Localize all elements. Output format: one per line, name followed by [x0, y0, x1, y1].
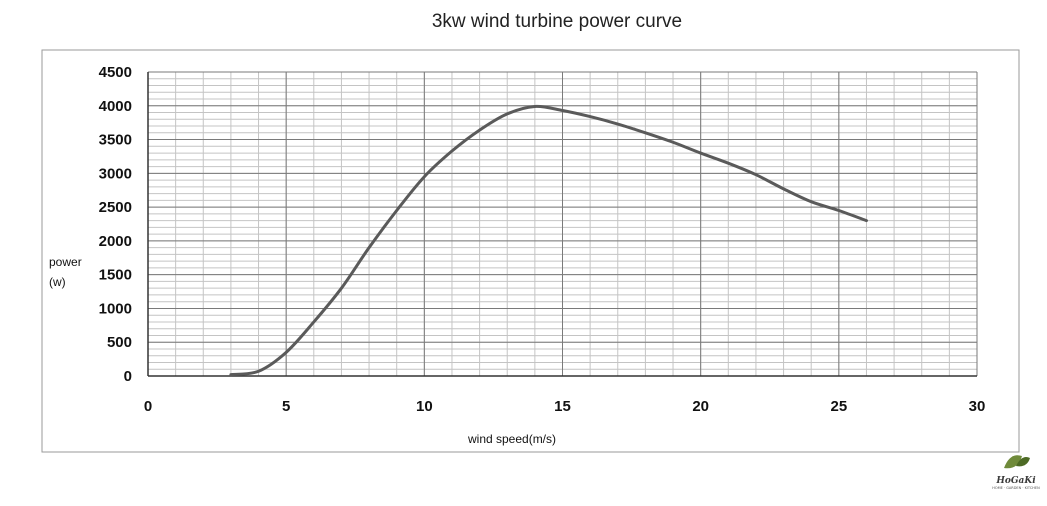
series-layer: [229, 104, 868, 377]
y-tick-label: 4000: [99, 98, 132, 115]
y-tick-label: 4500: [99, 64, 132, 81]
x-tick-label: 30: [969, 398, 986, 415]
data-point: [257, 370, 260, 373]
data-point: [285, 351, 287, 354]
data-point: [755, 173, 757, 176]
data-point: [838, 209, 840, 212]
x-tick-label: 10: [416, 398, 433, 415]
chart-title: 3kw wind turbine power curve: [432, 11, 682, 32]
chart-frame: [41, 49, 1020, 453]
logo-subtitle: HOME · GARDEN · KITCHEN: [992, 486, 1040, 490]
data-point: [727, 162, 730, 164]
data-point: [561, 109, 564, 112]
data-point: [616, 123, 619, 125]
y-tick-label: 3500: [99, 132, 132, 149]
y-axis-label-line1: power: [49, 255, 82, 269]
x-tick-label: 5: [282, 398, 290, 415]
axes: [147, 72, 977, 377]
y-tick-label: 2500: [99, 199, 132, 216]
y-tick-label: 500: [107, 334, 132, 351]
data-point: [865, 219, 868, 222]
x-tick-label: 20: [692, 398, 709, 415]
x-axis-label: wind speed(m/s): [467, 432, 556, 446]
data-point: [395, 209, 398, 212]
data-point: [506, 113, 509, 115]
grid: [147, 71, 978, 377]
data-point: [313, 321, 315, 323]
leaf-icon-2: [1016, 457, 1030, 467]
logo-text: HoGaKi: [995, 476, 1036, 486]
data-point: [340, 287, 343, 289]
data-point: [534, 105, 536, 108]
data-point: [589, 115, 591, 118]
data-point: [810, 200, 812, 203]
y-tick-label: 1500: [99, 267, 132, 284]
data-point: [451, 150, 453, 152]
data-point: [478, 129, 481, 131]
x-tick-label: 15: [554, 398, 571, 415]
y-tick-label: 1000: [99, 300, 132, 317]
data-point: [644, 132, 647, 134]
leaf-icon: [1004, 455, 1022, 469]
data-point: [699, 152, 702, 154]
hogaki-logo: HoGaKi HOME · GARDEN · KITCHEN: [992, 455, 1040, 490]
y-axis-label-line2: (w): [49, 275, 66, 289]
x-tick-label: 25: [830, 398, 847, 415]
y-tick-label: 2000: [99, 233, 132, 250]
data-point: [423, 175, 426, 178]
y-tick-label: 3000: [99, 165, 132, 182]
tick-labels: 0 5 10 15 20 25 30 0 500 1000 1500 2000 2500 3000 3500…: [99, 64, 986, 415]
data-point: [230, 373, 232, 376]
y-tick-label: 0: [124, 368, 132, 385]
series-line: [229, 104, 868, 377]
x-tick-label: 0: [144, 398, 152, 415]
data-point: [368, 246, 370, 249]
data-point: [782, 188, 785, 190]
data-point: [672, 141, 674, 144]
